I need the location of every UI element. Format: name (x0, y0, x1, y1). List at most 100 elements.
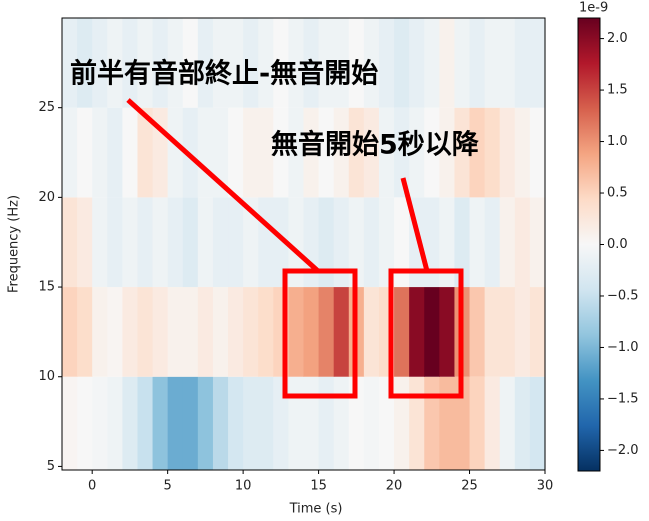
heatmap-cell (514, 197, 531, 288)
heatmap-cell (409, 18, 425, 108)
heatmap-cell (77, 376, 93, 470)
heatmap-cell (514, 376, 531, 470)
heatmap-cell (303, 18, 320, 108)
heatmap-cell (378, 107, 395, 198)
heatmap-cell (107, 376, 123, 470)
highlight-box (282, 268, 358, 399)
heatmap-cell (318, 376, 335, 470)
heatmap-cell (273, 197, 290, 288)
heatmap-cell (499, 376, 516, 470)
y-tick-label: 10 (38, 369, 55, 384)
heatmap-cell (273, 376, 290, 470)
heatmap-cell (318, 197, 335, 288)
x-tick-label: 30 (537, 479, 554, 494)
heatmap-cell (333, 376, 350, 470)
heatmap-cell (469, 107, 486, 198)
heatmap-cell (92, 107, 108, 198)
heatmap-cell (363, 107, 380, 198)
heatmap-cell (394, 376, 410, 470)
heatmap-cell (243, 197, 259, 288)
heatmap-cell (303, 376, 320, 470)
y-axis-label: Frequency (Hz) (7, 195, 22, 293)
heatmap-cell (378, 376, 395, 470)
heatmap-cell (439, 287, 456, 377)
arrow-line (126, 98, 320, 273)
heatmap-cell (62, 287, 78, 377)
heatmap-cell (182, 107, 199, 198)
heatmap-cell (394, 287, 410, 377)
heatmap-cell (212, 107, 229, 198)
x-tick-label: 15 (310, 479, 327, 494)
heatmap-cell (454, 18, 471, 108)
heatmap-cell (92, 197, 108, 288)
heatmap-cell (182, 197, 199, 288)
heatmap-cell (167, 18, 184, 108)
heatmap-cell (394, 18, 410, 108)
heatmap-cell (62, 376, 78, 470)
heatmap-cell (529, 197, 546, 288)
heatmap-cell (212, 376, 229, 470)
x-tick-label: 10 (235, 479, 252, 494)
heatmap-cell (318, 107, 335, 198)
heatmap-cell (258, 287, 274, 377)
heatmap-cell (303, 197, 320, 288)
heatmap-cell (499, 287, 516, 377)
heatmap-cell (439, 197, 456, 288)
heatmap-cell (514, 107, 531, 198)
heatmap-cell (318, 18, 335, 108)
y-tick-label: 15 (38, 280, 55, 295)
heatmap-cell (182, 18, 199, 108)
colorbar-tick-label: −1.5 (607, 391, 639, 406)
heatmap-cell (469, 287, 486, 377)
heatmap-cell (137, 376, 154, 470)
x-tick-label: 20 (386, 479, 403, 494)
heatmap-cell (92, 287, 108, 377)
x-axis-label: Time (s) (289, 502, 343, 517)
heatmap-cell (424, 376, 440, 470)
heatmap-cell (363, 287, 380, 377)
y-tick-label: 5 (47, 459, 55, 474)
heatmap-cell (243, 287, 259, 377)
heatmap-cell (92, 18, 108, 108)
heatmap-cell (424, 287, 440, 377)
heatmap-cell (424, 18, 440, 108)
heatmap-cell (409, 107, 425, 198)
heatmap-cell (439, 107, 456, 198)
colorbar-tick-label: 2.0 (607, 31, 628, 46)
heatmap-cell (363, 197, 380, 288)
annotation-boxes (126, 98, 464, 399)
heatmap-cell (424, 107, 440, 198)
heatmap-cell (378, 18, 395, 108)
heatmap-cell (228, 18, 244, 108)
heatmap-cell (243, 107, 259, 198)
heatmap-cell (499, 197, 516, 288)
heatmap-cell (499, 18, 516, 108)
heatmap-cell (409, 376, 425, 470)
heatmap-cell (152, 287, 169, 377)
heatmap-cell (469, 18, 486, 108)
colorbar (577, 17, 601, 472)
heatmap-cell (122, 197, 139, 288)
heatmap-cell (107, 197, 123, 288)
annotation: 無音開始5秒以降 (271, 129, 480, 161)
heatmap-cell (182, 376, 199, 470)
heatmap-cell (62, 18, 78, 108)
arrow-line (400, 177, 430, 272)
heatmap-cell (439, 376, 456, 470)
heatmap-cell (122, 107, 139, 198)
heatmap-cell (439, 18, 456, 108)
heatmap-cell (212, 287, 229, 377)
heatmap-cell (348, 197, 365, 288)
heatmap-cell (107, 287, 123, 377)
heatmap-cell (409, 287, 425, 377)
heatmap-cell (197, 107, 214, 198)
heatmap-cell (454, 107, 471, 198)
heatmap-cell (228, 197, 244, 288)
plot-frame (61, 17, 546, 471)
heatmap-cell (137, 197, 154, 288)
heatmap-cell (529, 287, 546, 377)
heatmap-cell (122, 376, 139, 470)
colorbar-tick-label: −0.5 (607, 288, 639, 303)
heatmap-cell (152, 18, 169, 108)
heatmap-cell (62, 197, 78, 288)
